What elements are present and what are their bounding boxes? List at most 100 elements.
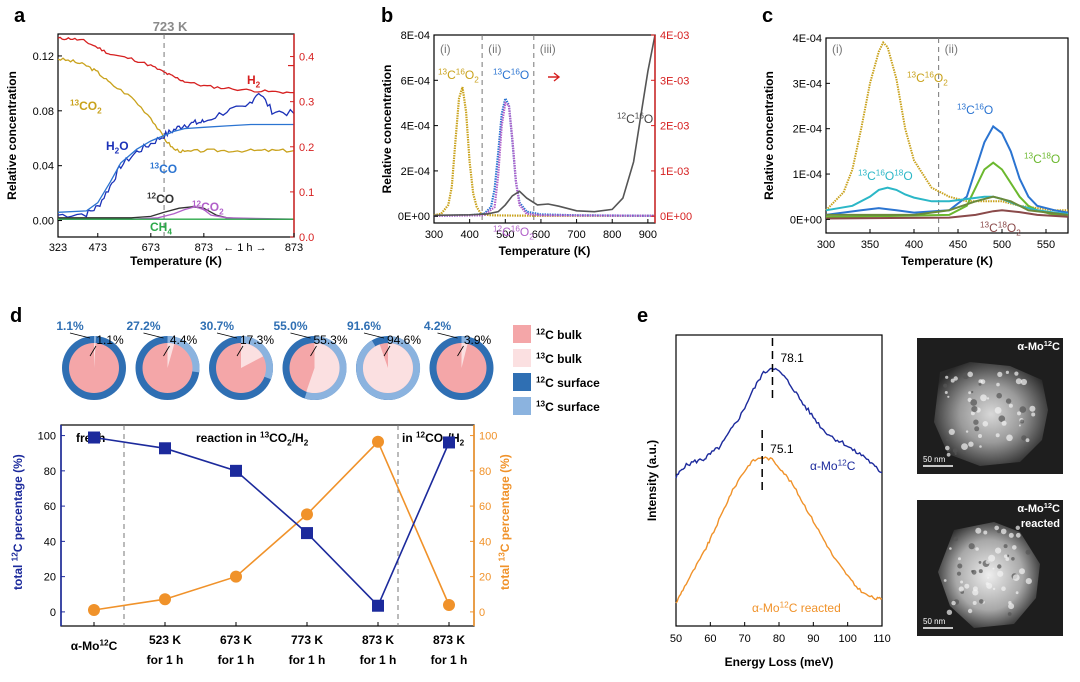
x-tick-label: 500 bbox=[993, 239, 1011, 251]
marker-12c bbox=[88, 431, 100, 444]
series-label: 13C18O bbox=[1024, 151, 1060, 166]
particle-speckle bbox=[968, 441, 974, 447]
marker-13c bbox=[159, 593, 171, 606]
y-tick-label: 4E-04 bbox=[401, 121, 430, 133]
particle-speckle bbox=[995, 547, 1002, 554]
particle-speckle bbox=[970, 399, 978, 406]
particle-speckle bbox=[943, 579, 947, 582]
micrograph-title: α-Mo12C bbox=[1017, 501, 1060, 515]
particle-speckle bbox=[947, 395, 950, 398]
x-axis-title: Temperature (K) bbox=[901, 254, 993, 268]
y2-tick-label: 2E-03 bbox=[660, 121, 689, 133]
particle-speckle bbox=[945, 445, 950, 451]
pie-bulk-label: 1.1% bbox=[96, 333, 124, 347]
x-tick-label: 473 bbox=[89, 242, 107, 254]
pie-leader bbox=[143, 332, 164, 339]
x-tick-label: for 1 h bbox=[289, 653, 326, 667]
series-line-12CO2 bbox=[58, 206, 295, 220]
axis-arrow bbox=[548, 72, 561, 82]
series-label: 13C18O2 bbox=[980, 220, 1021, 237]
pie-bulk-label: 94.6% bbox=[387, 333, 421, 347]
particle-speckle bbox=[953, 536, 958, 542]
region-label: (i) bbox=[440, 42, 451, 56]
y-axis-title: Relative concentration bbox=[380, 65, 394, 194]
particle-speckle bbox=[992, 567, 995, 570]
particle-speckle bbox=[998, 415, 1006, 423]
series-label: 13C16O2 bbox=[907, 70, 948, 87]
particle-speckle bbox=[944, 391, 948, 394]
particle-speckle bbox=[1003, 544, 1008, 549]
particle-speckle bbox=[1015, 591, 1019, 595]
particle-speckle bbox=[1020, 378, 1027, 386]
series-line-13C18O2 bbox=[825, 209, 1069, 220]
series-line-13C16O2 bbox=[433, 86, 655, 217]
panel-d-pies: d 1.1%1.1%27.2%4.4%30.7%17.3%55.0%55.3%91… bbox=[10, 305, 600, 415]
region-label: (i) bbox=[832, 42, 843, 56]
series-label: α-Mo12C bbox=[810, 458, 856, 473]
micrograph-title: α-Mo12C bbox=[1017, 339, 1060, 353]
x-tick-label: 70 bbox=[739, 633, 751, 645]
y2-tick-label: 0.0 bbox=[299, 232, 314, 244]
region-label: (ii) bbox=[945, 42, 958, 56]
x-tick-label: 450 bbox=[949, 239, 967, 251]
x-tick-label: 323 bbox=[49, 242, 67, 254]
series-label: H2 bbox=[247, 73, 261, 89]
particle-speckle bbox=[971, 390, 974, 394]
particle-speckle bbox=[994, 525, 999, 531]
particle-speckle bbox=[951, 600, 956, 606]
series-line-H2 bbox=[57, 36, 294, 94]
series-label: 12C16O bbox=[617, 111, 653, 126]
particle-speckle bbox=[971, 569, 977, 575]
panel-b: b (i) (ii) (iii) 0E+00 2E-04 4E-04 6E-04 8E-04 0E… bbox=[380, 5, 692, 258]
particle-speckle bbox=[1000, 528, 1007, 535]
marker-12c bbox=[159, 442, 171, 455]
y-tick-label: 0E+00 bbox=[790, 214, 822, 226]
legend-swatch bbox=[513, 325, 531, 343]
particle-speckle bbox=[967, 371, 973, 378]
series-label: α-Mo12C reacted bbox=[752, 600, 841, 615]
marker-13c bbox=[443, 599, 455, 612]
particle-speckle bbox=[1015, 532, 1021, 538]
series-line-12C16O2 bbox=[433, 101, 656, 217]
pie-leader bbox=[457, 345, 464, 357]
particle-speckle bbox=[997, 371, 1003, 377]
y-tick-label: 6E-04 bbox=[401, 75, 430, 87]
x-axis-title: Temperature (K) bbox=[499, 244, 591, 258]
y2-tick-label: 0 bbox=[479, 607, 485, 619]
x-tick-label: for 1 h bbox=[218, 653, 255, 667]
particle-speckle bbox=[988, 554, 996, 562]
x-tick-label: 350 bbox=[861, 239, 879, 251]
y-tick-label: 0.00 bbox=[33, 216, 54, 228]
particle-speckle bbox=[1021, 435, 1027, 441]
x-tick-label: for 1 h bbox=[360, 653, 397, 667]
particle-speckle bbox=[1005, 398, 1012, 404]
y-axis-title: Relative concentration bbox=[5, 71, 19, 200]
particle-speckle bbox=[996, 392, 1002, 399]
x-tick-label: 600 bbox=[532, 229, 550, 241]
particle-speckle bbox=[1025, 578, 1032, 585]
x-tick-label: 400 bbox=[460, 229, 478, 241]
series-line-13CO bbox=[57, 123, 294, 213]
y2-tick-label: 80 bbox=[479, 466, 491, 478]
particle-speckle bbox=[995, 433, 1000, 438]
x-tick-label: 673 K bbox=[220, 633, 252, 647]
particle-speckle bbox=[964, 583, 970, 589]
particle-speckle bbox=[958, 557, 961, 561]
y-tick-label: 0 bbox=[50, 607, 56, 619]
marker-12c bbox=[372, 599, 384, 612]
y-tick-label: 0.12 bbox=[33, 51, 54, 63]
x-axis-title: Energy Loss (meV) bbox=[725, 655, 834, 669]
legend-label: 12C surface bbox=[536, 375, 600, 390]
panel-e: e 78.1 75.1 α-Mo12C α-Mo12C reacted 50 60 70 80 9… bbox=[637, 305, 1063, 669]
particle-speckle bbox=[1025, 549, 1031, 555]
pie-leader bbox=[310, 345, 317, 357]
x-tick-label: 100 bbox=[838, 633, 856, 645]
panel-label-b: b bbox=[381, 5, 393, 27]
particle-speckle bbox=[971, 406, 978, 413]
particle-speckle bbox=[943, 383, 948, 388]
particle-speckle bbox=[1001, 586, 1006, 591]
y-tick-label: 1E-04 bbox=[793, 169, 822, 181]
particle-speckle bbox=[967, 608, 973, 614]
particle-speckle bbox=[987, 576, 990, 579]
series-line-H2O bbox=[57, 92, 295, 218]
